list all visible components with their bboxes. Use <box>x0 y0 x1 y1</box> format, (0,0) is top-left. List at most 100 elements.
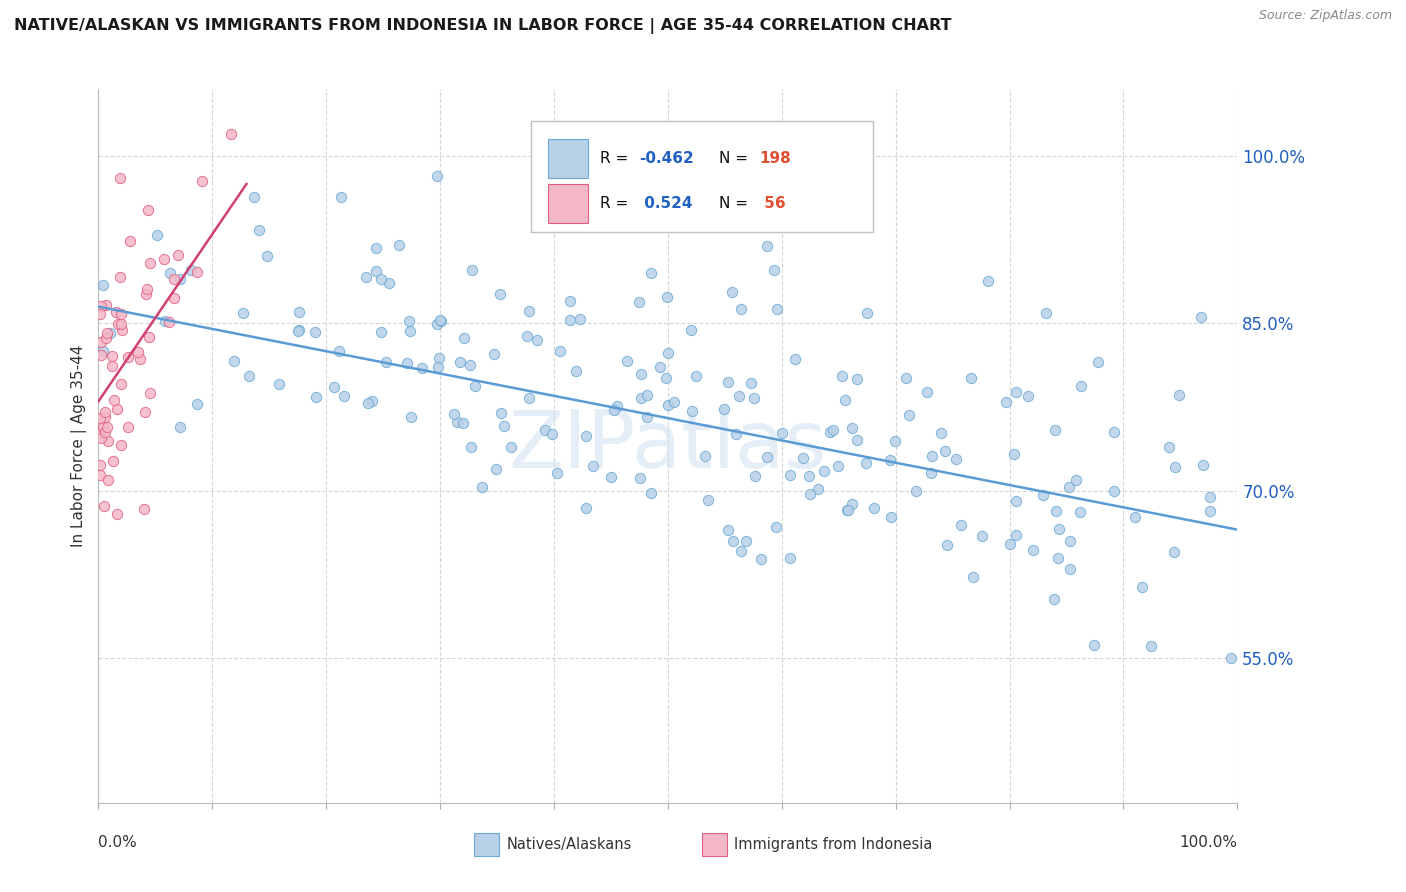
Point <box>370 271 392 285</box>
Point <box>1167 388 1189 402</box>
Point <box>489 406 512 420</box>
Point <box>1021 543 1043 558</box>
Point <box>93 278 115 293</box>
Point <box>1159 440 1181 454</box>
Point <box>640 485 662 500</box>
Point <box>723 533 745 548</box>
Point <box>186 265 208 279</box>
Point <box>818 425 841 440</box>
Point <box>238 369 260 384</box>
Point <box>744 468 766 483</box>
Point <box>582 458 605 473</box>
Point <box>449 355 471 369</box>
Point <box>1035 306 1057 320</box>
Point <box>696 493 718 508</box>
Point <box>443 407 465 421</box>
Point <box>799 487 821 501</box>
Point <box>111 322 134 336</box>
Point <box>288 323 311 337</box>
Point <box>89 458 111 472</box>
Point <box>1219 651 1241 665</box>
Point <box>650 360 672 375</box>
Point <box>813 464 835 478</box>
Point <box>117 420 139 434</box>
Point <box>765 520 787 534</box>
Point <box>728 389 751 403</box>
Point <box>779 551 801 566</box>
Text: -0.462: -0.462 <box>640 151 695 166</box>
Point <box>856 306 879 320</box>
FancyBboxPatch shape <box>531 121 873 232</box>
Point <box>606 399 628 413</box>
Point <box>921 449 943 463</box>
Point <box>105 305 128 319</box>
Text: N =: N = <box>718 196 754 211</box>
Point <box>1123 510 1146 524</box>
Point <box>91 420 114 434</box>
Point <box>364 264 387 278</box>
Point <box>740 376 762 390</box>
Point <box>232 305 254 319</box>
Point <box>655 290 678 304</box>
Point <box>936 537 959 551</box>
Point <box>755 239 778 253</box>
Point <box>1087 355 1109 369</box>
Point <box>1057 480 1080 494</box>
Point <box>548 344 571 359</box>
Point <box>89 467 111 482</box>
Point <box>533 423 555 437</box>
Point <box>90 299 112 313</box>
Point <box>120 234 142 248</box>
Point <box>426 169 449 183</box>
Point <box>426 318 449 332</box>
Point <box>627 294 650 309</box>
Point <box>1199 504 1222 518</box>
FancyBboxPatch shape <box>548 139 588 178</box>
Point <box>427 359 450 374</box>
Point <box>1032 488 1054 502</box>
Point <box>1102 484 1125 499</box>
Point <box>110 437 132 451</box>
Point <box>855 456 877 470</box>
Point <box>222 354 245 368</box>
Point <box>1199 490 1222 504</box>
Point <box>378 276 401 290</box>
Point <box>628 470 651 484</box>
Text: Source: ZipAtlas.com: Source: ZipAtlas.com <box>1258 9 1392 22</box>
Point <box>429 351 451 365</box>
Point <box>110 317 132 331</box>
Point <box>304 325 326 339</box>
Point <box>94 404 117 418</box>
Point <box>1004 493 1026 508</box>
Point <box>138 330 160 344</box>
Point <box>89 425 111 440</box>
Point <box>138 386 160 401</box>
Point <box>117 350 139 364</box>
Point <box>1064 473 1087 487</box>
Point <box>603 403 626 417</box>
Point <box>821 423 844 437</box>
Point <box>1070 379 1092 393</box>
Point <box>884 434 907 449</box>
Point <box>905 483 928 498</box>
Point <box>845 372 868 386</box>
Point <box>96 420 118 434</box>
Point <box>1046 551 1069 566</box>
Point <box>1043 423 1066 437</box>
Point <box>90 348 112 362</box>
Point <box>1102 425 1125 440</box>
Point <box>395 356 418 370</box>
Point <box>616 353 638 368</box>
Point <box>835 503 858 517</box>
Point <box>929 426 952 441</box>
Point <box>107 317 129 331</box>
Point <box>357 395 380 409</box>
Point <box>458 358 481 372</box>
Point <box>375 354 398 368</box>
Point <box>575 501 598 516</box>
Point <box>169 419 191 434</box>
Point <box>492 419 515 434</box>
Point <box>97 434 120 449</box>
Point <box>1043 591 1066 606</box>
Point <box>485 462 508 476</box>
